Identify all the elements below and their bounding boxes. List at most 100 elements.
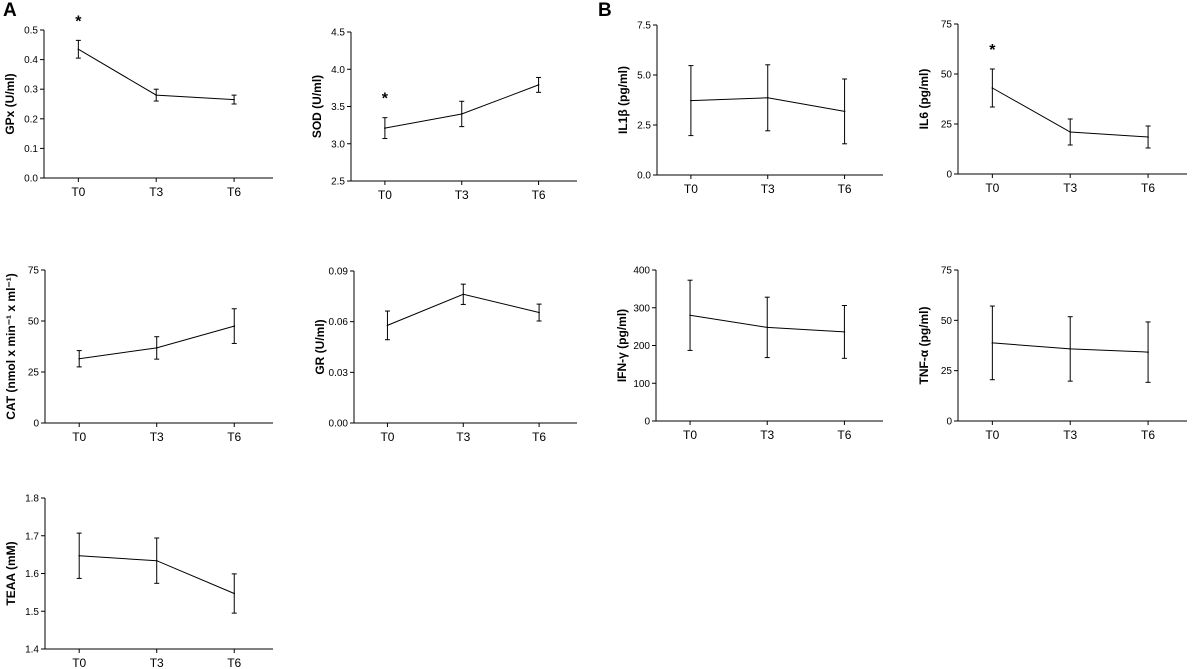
tnfa-ytick-label: 50	[941, 316, 953, 327]
ifng-data-point	[689, 314, 691, 317]
ifng-y-axis-title: IFN-γ (pg/ml)	[615, 309, 629, 382]
il1b-ytick-label: 7.5	[637, 21, 651, 32]
ifng-xtick-label: T6	[837, 428, 851, 442]
sod-xtick-label: T0	[378, 188, 392, 202]
gpx-xtick-label: T3	[149, 185, 163, 199]
gpx-data-point	[233, 98, 235, 101]
ifng-ytick-label: 100	[633, 379, 650, 390]
il1b-ytick-label: 0.0	[637, 171, 651, 182]
sod-ytick-label: 2.5	[331, 177, 345, 188]
cat-y-axis-title: CAT (nmol x min⁻¹ x ml⁻¹)	[4, 273, 18, 419]
teaa-ytick-label: 1.6	[25, 569, 39, 580]
gr-data-point	[538, 311, 540, 314]
il1b-xtick-label: T3	[761, 182, 775, 196]
gpx-y-axis-title: GPx (U/ml)	[3, 73, 17, 134]
il6-data-point	[991, 87, 994, 89]
tnfa-xtick-label: T3	[1063, 428, 1077, 442]
il6-ytick-label: 25	[941, 120, 953, 131]
il1b-xtick-label: T0	[684, 182, 698, 196]
sod-ytick-label: 4.5	[331, 28, 345, 39]
gr-ytick-label: 0.09	[329, 267, 349, 278]
teaa-data-point	[78, 554, 80, 557]
teaa-ytick-label: 1.8	[25, 494, 39, 505]
il1b-ytick-label: 2.5	[637, 121, 651, 132]
il1b-data-point	[843, 110, 846, 113]
ifng-ytick-label: 400	[633, 266, 650, 277]
teaa-ytick-label: 1.5	[25, 607, 39, 618]
teaa-xtick-label: T6	[227, 656, 241, 669]
cat-xtick-label: T0	[72, 430, 86, 444]
gpx-ytick-label: 0.4	[24, 55, 38, 66]
gpx-ytick-label: 0.1	[24, 144, 38, 155]
il6-xtick-label: T0	[985, 181, 999, 195]
cat-data-point	[155, 347, 158, 349]
ifng-xtick-label: T3	[760, 428, 774, 442]
gr-xtick-label: T3	[456, 430, 470, 444]
ifng-xtick-label: T0	[683, 428, 697, 442]
gpx-data-point	[77, 48, 80, 51]
tnfa-xtick-label: T6	[1141, 428, 1155, 442]
teaa-y-axis-title: TEAA (mM)	[4, 541, 18, 605]
il6-significance-marker: *	[989, 42, 996, 59]
sod-significance-marker: *	[382, 91, 389, 108]
tnfa-data-point	[1147, 351, 1149, 353]
tnfa-data-point	[1069, 348, 1072, 350]
sod-data-point	[537, 84, 540, 86]
il6-xtick-label: T3	[1063, 181, 1077, 195]
ifng-data-point	[843, 331, 846, 333]
gr-data-point	[462, 293, 465, 296]
il6-data-point	[1069, 131, 1072, 133]
ifng-ytick-label: 300	[633, 303, 650, 314]
sod-data-point	[460, 113, 463, 115]
gr-ytick-label: 0.00	[329, 419, 349, 430]
sod-ytick-label: 3.5	[331, 102, 345, 113]
il6-ytick-label: 75	[941, 20, 953, 31]
sod-xtick-label: T3	[455, 188, 469, 202]
sod-ytick-label: 3.0	[331, 139, 345, 150]
ifng-data-point	[766, 326, 769, 329]
gpx-xtick-label: T0	[71, 185, 85, 199]
gpx-data-point	[155, 94, 158, 96]
il1b-y-axis-title: IL1β (pg/ml)	[616, 66, 630, 134]
gr-y-axis-title: GR (U/ml)	[313, 319, 327, 374]
teaa-data-point	[155, 559, 158, 562]
sod-ytick-label: 4.0	[331, 65, 345, 76]
cat-xtick-label: T6	[227, 430, 241, 444]
teaa-ytick-label: 1.7	[25, 531, 39, 542]
ifng-ytick-label: 200	[633, 341, 650, 352]
cat-data-point	[78, 357, 80, 360]
gpx-ytick-label: 0.3	[24, 85, 38, 96]
il1b-data-point	[690, 99, 692, 102]
il1b-ytick-label: 5.0	[637, 71, 651, 82]
il6-ytick-label: 50	[941, 70, 953, 81]
sod-xtick-label: T6	[532, 188, 546, 202]
il1b-data-point	[766, 97, 769, 99]
sod-data-point	[384, 127, 386, 129]
gpx-ytick-label: 0.2	[24, 114, 38, 125]
tnfa-ytick-label: 25	[941, 366, 953, 377]
gr-xtick-label: T6	[532, 430, 546, 444]
panel-label-a: A	[3, 0, 17, 21]
teaa-ytick-label: 1.4	[25, 645, 39, 656]
gpx-significance-marker: *	[75, 13, 82, 30]
cat-ytick-label: 25	[28, 368, 40, 379]
tnfa-ytick-label: 75	[941, 266, 953, 277]
gr-ytick-label: 0.03	[329, 368, 349, 379]
tnfa-data-point	[991, 342, 994, 344]
ifng-ytick-label: 0	[644, 417, 650, 428]
gr-ytick-label: 0.06	[329, 317, 349, 328]
gr-xtick-label: T0	[380, 430, 394, 444]
il6-ytick-label: 0	[946, 170, 952, 181]
il6-y-axis-title: IL6 (pg/ml)	[917, 69, 931, 130]
teaa-xtick-label: T3	[150, 656, 164, 669]
tnfa-ytick-label: 0	[946, 417, 952, 428]
cat-ytick-label: 50	[28, 317, 40, 328]
cat-ytick-label: 75	[28, 266, 40, 277]
cat-xtick-label: T3	[150, 430, 164, 444]
il6-data-point	[1147, 136, 1149, 138]
il1b-xtick-label: T6	[838, 182, 852, 196]
tnfa-y-axis-title: TNF-α (pg/ml)	[917, 306, 931, 384]
tnfa-xtick-label: T0	[985, 428, 999, 442]
gpx-ytick-label: 0.0	[24, 174, 38, 185]
